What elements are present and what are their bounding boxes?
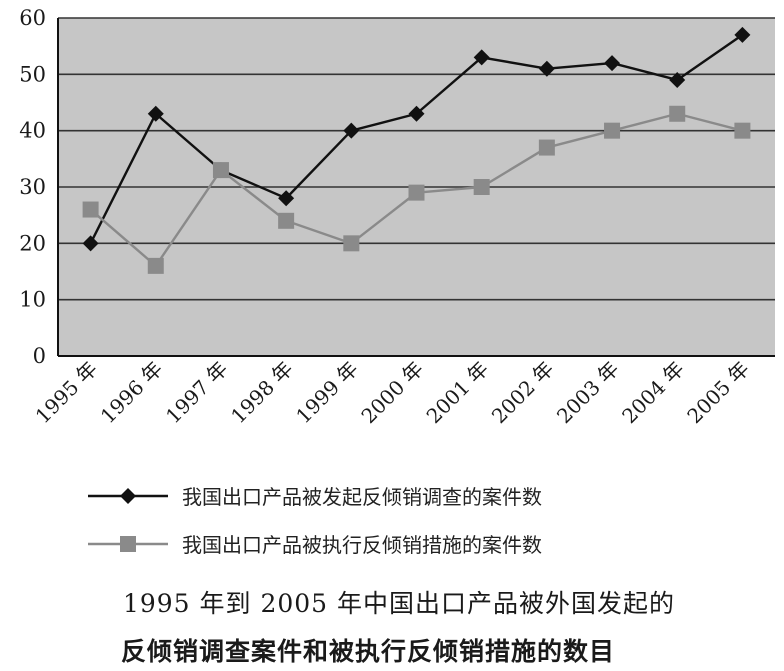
x-tick-label-8: 2003 年	[552, 357, 624, 429]
data-point-s1-5	[408, 184, 425, 201]
y-tick-label-10: 10	[19, 288, 46, 312]
data-point-s0-0	[82, 235, 99, 252]
x-tick-label-5: 2000 年	[356, 357, 428, 429]
data-point-s0-7	[538, 60, 555, 77]
y-tick-label-0: 0	[33, 344, 46, 368]
x-tick-label-10: 2005 年	[682, 357, 754, 429]
y-tick-label-50: 50	[19, 62, 46, 86]
y-axis-ticks: 0 10 20 30 40 50 60	[19, 6, 46, 368]
data-point-s0-10	[734, 26, 751, 43]
data-point-s1-9	[669, 105, 686, 122]
series-lines	[82, 26, 751, 274]
x-tick-label-3: 1998 年	[226, 357, 298, 429]
x-tick-label-7: 2002 年	[487, 357, 559, 429]
legend-label-measures: 我国出口产品被执行反倾销措施的案件数	[182, 533, 542, 557]
data-point-s1-3	[278, 212, 295, 229]
legend-entry-investigations: 我国出口产品被发起反倾销调查的案件数	[88, 481, 778, 510]
data-point-s1-4	[343, 235, 360, 252]
data-point-s0-8	[604, 55, 621, 72]
data-point-s0-1	[147, 105, 164, 122]
legend-marker-diamond	[88, 487, 168, 504]
data-point-s0-6	[473, 49, 490, 66]
data-point-s0-9	[669, 71, 686, 88]
chart-subtitle: 反倾销调查案件和被执行反倾销措施的数目	[120, 637, 615, 666]
data-point-s1-7	[538, 139, 555, 156]
y-tick-label-40: 40	[19, 119, 46, 143]
data-point-s1-10	[734, 122, 751, 139]
x-tick-label-4: 1999 年	[291, 357, 363, 429]
data-point-s1-2	[212, 162, 229, 179]
y-tick-label-20: 20	[19, 231, 46, 255]
x-tick-label-6: 2001 年	[422, 357, 494, 429]
data-point-s1-8	[604, 122, 621, 139]
chart-title: 1995 年到 2005 年中国出口产品被外国发起的	[122, 589, 676, 618]
data-point-s0-3	[278, 190, 295, 207]
data-point-s1-6	[473, 179, 490, 195]
axes	[57, 18, 775, 357]
data-point-s1-1	[147, 257, 164, 274]
series-1	[82, 105, 751, 274]
y-tick-label-60: 60	[19, 6, 46, 30]
series-0	[82, 26, 751, 252]
data-point-s1-0	[82, 201, 99, 218]
legend-entry-measures: 我国出口产品被执行反倾销措施的案件数	[88, 529, 778, 558]
legend-label-investigations: 我国出口产品被发起反倾销调查的案件数	[182, 485, 542, 509]
x-tick-label-1: 1996 年	[96, 357, 168, 429]
data-point-s0-4	[343, 122, 360, 139]
legend-marker-square	[88, 535, 168, 552]
x-tick-label-2: 1997 年	[161, 357, 233, 429]
y-tick-label-30: 30	[19, 175, 46, 199]
data-point-s0-5	[408, 105, 425, 122]
x-tick-label-9: 2004 年	[617, 357, 689, 429]
